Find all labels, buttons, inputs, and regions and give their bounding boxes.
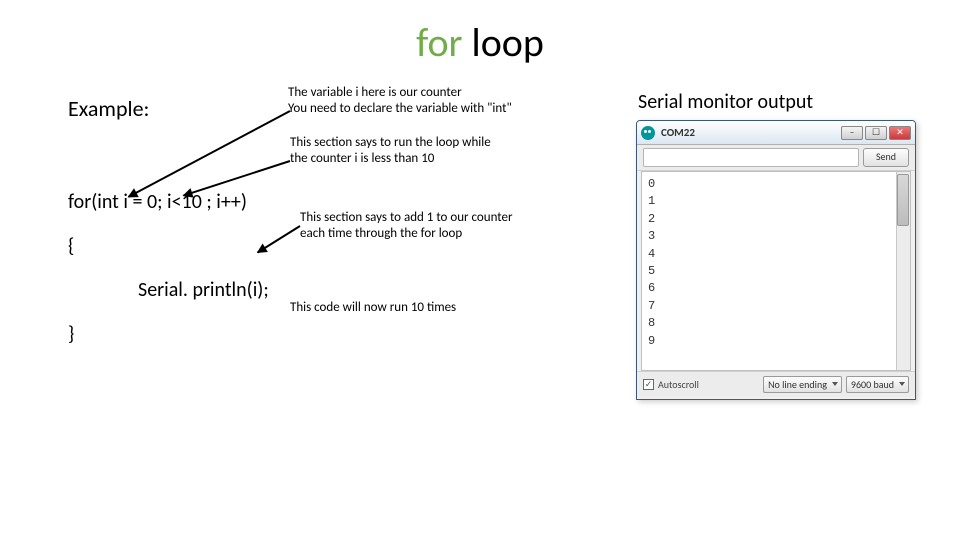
- code-line-3: Serial. println(i);: [138, 268, 269, 312]
- output-line: 9: [648, 333, 904, 350]
- output-line: 8: [648, 315, 904, 332]
- code-line-4: }: [68, 312, 269, 356]
- annotation-run-times: This code will now run 10 times: [290, 300, 540, 316]
- autoscroll-checkbox[interactable]: ✓: [643, 379, 654, 390]
- title-keyword: for: [416, 18, 462, 67]
- code-line-1: for(int i = 0; i<10 ; i++): [68, 180, 269, 224]
- output-line: 3: [648, 228, 904, 245]
- annotation-increment: This section says to add 1 to our counte…: [300, 210, 530, 243]
- send-button[interactable]: Send: [863, 148, 909, 167]
- window-titlebar[interactable]: COM22 – ☐ ✕: [637, 121, 915, 145]
- close-button[interactable]: ✕: [889, 126, 911, 140]
- autoscroll-label: Autoscroll: [658, 378, 699, 391]
- slide-title: for loop: [0, 18, 960, 67]
- scrollbar-thumb[interactable]: [897, 174, 909, 226]
- arduino-icon: [641, 126, 655, 140]
- window-title: COM22: [661, 126, 839, 139]
- output-line: 2: [648, 211, 904, 228]
- output-line: 0: [648, 176, 904, 193]
- serial-monitor-label: Serial monitor output: [638, 90, 813, 114]
- code-line-2: {: [68, 224, 269, 268]
- output-line: 5: [648, 263, 904, 280]
- serial-monitor-window: COM22 – ☐ ✕ Send 0 1 2 3 4 5 6 7 8 9 ✓ A…: [636, 120, 916, 400]
- annotation-condition: This section says to run the loop while …: [290, 135, 510, 168]
- maximize-button[interactable]: ☐: [865, 126, 887, 140]
- minimize-button[interactable]: –: [841, 126, 863, 140]
- output-scrollbar[interactable]: [896, 172, 910, 370]
- serial-input-field[interactable]: [643, 148, 859, 167]
- line-ending-dropdown[interactable]: No line ending: [763, 376, 842, 393]
- output-line: 7: [648, 298, 904, 315]
- title-rest: loop: [462, 18, 543, 67]
- output-line: 1: [648, 193, 904, 210]
- serial-output[interactable]: 0 1 2 3 4 5 6 7 8 9: [641, 171, 911, 371]
- annotation-counter: The variable i here is our counterYou ne…: [288, 85, 588, 118]
- baud-dropdown[interactable]: 9600 baud: [846, 376, 909, 393]
- output-line: 4: [648, 246, 904, 263]
- serial-footer: ✓ Autoscroll No line ending 9600 baud: [637, 371, 915, 397]
- output-line: 6: [648, 280, 904, 297]
- example-label: Example:: [68, 95, 149, 122]
- example-code: for(int i = 0; i<10 ; i++) { Serial. pri…: [68, 180, 269, 356]
- serial-input-row: Send: [637, 145, 915, 171]
